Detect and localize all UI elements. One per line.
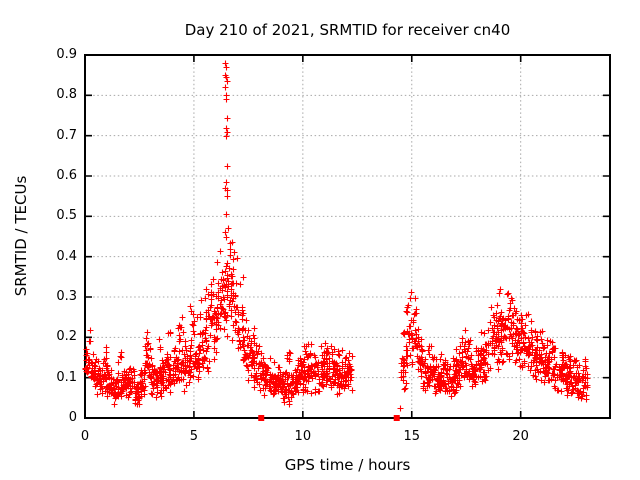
- y-tick-label-0.8: 0.8: [56, 87, 77, 103]
- y-tick-label-0.5: 0.5: [56, 208, 77, 224]
- y-tick-label-0.9: 0.9: [56, 47, 77, 62]
- y-tick-label-0.1: 0.1: [56, 369, 77, 385]
- x-tick-label-5: 5: [189, 429, 199, 444]
- x-axis-label: GPS time / hours: [284, 456, 411, 474]
- chart-title: Day 210 of 2021, SRMTID for receiver cn4…: [184, 21, 511, 39]
- grid-lines: [85, 55, 610, 418]
- x-tick-label-10: 10: [294, 429, 312, 444]
- plot-border: [84, 54, 611, 419]
- y-tick-label-0.7: 0.7: [56, 127, 77, 143]
- x-tick-label-15: 15: [403, 429, 421, 444]
- y-tick-label-0: 0: [68, 410, 77, 425]
- x-tick-label-20: 20: [512, 429, 529, 444]
- y-tick-label-0.3: 0.3: [56, 289, 77, 304]
- zero-square-marker: [393, 415, 400, 421]
- y-axis-label: SRMTID / TECUs: [12, 175, 30, 297]
- scatter-points: [82, 60, 591, 412]
- zero-square-marker: [258, 415, 265, 421]
- y-tick-label-0.6: 0.6: [56, 168, 77, 183]
- y-tick-label-0.4: 0.4: [56, 248, 77, 264]
- y-tick-label-0.2: 0.2: [56, 329, 77, 345]
- x-tick-label-0: 0: [80, 429, 90, 444]
